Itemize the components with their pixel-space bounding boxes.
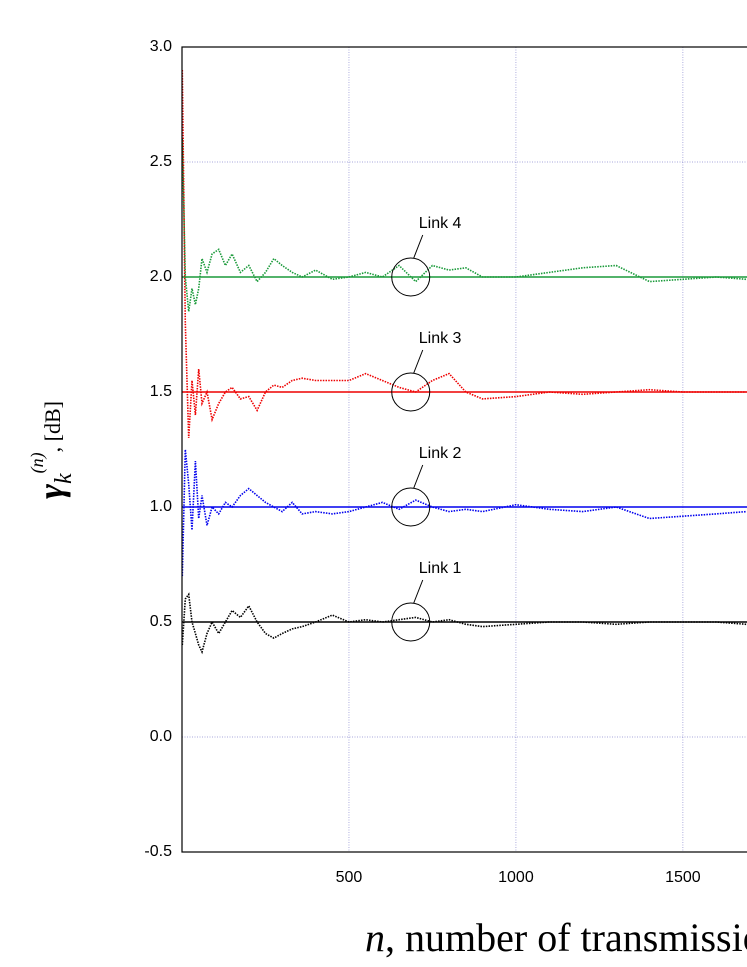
annotation-leader [413,579,424,604]
y-tick-label: 0.5 [150,613,172,630]
y-label-symbol: γ [31,484,71,499]
plot-area [182,69,747,655]
annotation-leader [413,464,424,489]
annotation-text: Link 3 [419,330,462,347]
y-tick-label: 1.5 [150,383,172,400]
x-tick-label: 1000 [498,869,534,886]
annotation-text: Link 4 [419,215,462,232]
y-label-sub: k [51,473,77,484]
y-label-unit: , [dB] [40,401,65,452]
x-axis-label: n, number of transmissions [365,915,747,960]
annotation-circle [391,257,431,297]
x-label-var: n [365,915,385,960]
grid [182,46,747,853]
x-tick-label: 500 [336,869,363,886]
y-axis-label: γk(n), [dB] [27,401,76,499]
series-line [182,592,747,655]
plot-frame [181,46,747,853]
y-tick-label: 2.5 [150,153,172,170]
series-line [182,69,747,439]
annotation-circle [391,372,431,412]
annotation-circle [391,487,431,527]
y-tick-label: 0.0 [150,728,172,745]
annotation-circle [391,602,431,642]
y-tick-label: 1.0 [150,498,172,515]
x-tick-label: 1500 [665,869,701,886]
series-line [182,138,747,312]
labels: -0.5 0.0 0.5 1.0 1.5 2.0 2.5 3.0 500 1000 1500 Link… [144,38,700,886]
annotation-leader [413,349,424,374]
series-line [182,449,747,577]
annotation-text: Link 2 [419,445,462,462]
annotation-text: Link 1 [419,560,462,577]
y-tick-label: 3.0 [150,38,172,55]
annotation-leader [413,234,424,259]
x-label-text: , number of transmissions [385,915,747,960]
y-tick-label: 2.0 [150,268,172,285]
y-label-sup: (n) [27,452,48,473]
y-tick-label: -0.5 [144,843,172,860]
